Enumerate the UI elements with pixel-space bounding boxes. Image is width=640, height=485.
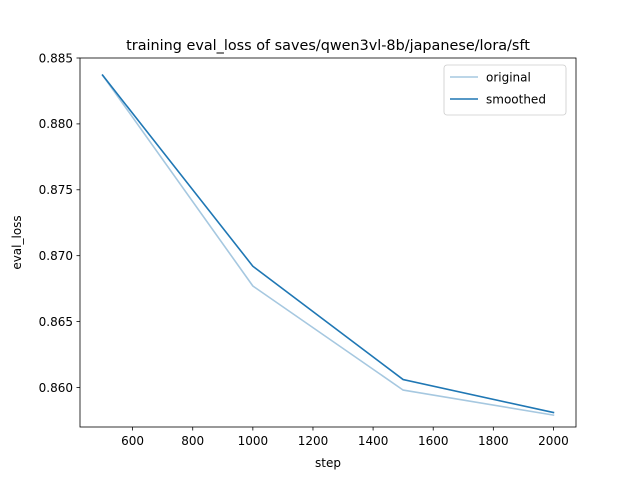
- y-tick-label: 0.880: [39, 117, 73, 131]
- x-tick-label: 1000: [238, 434, 269, 448]
- legend-label-smoothed: smoothed: [486, 92, 546, 106]
- x-tick-label: 1400: [358, 434, 389, 448]
- y-axis-label: eval_loss: [10, 215, 24, 269]
- y-tick-label: 0.885: [39, 51, 73, 65]
- series-line-smoothed: [101, 74, 555, 414]
- x-tick-label: 2000: [538, 434, 569, 448]
- x-tick-label: 1200: [298, 434, 329, 448]
- y-tick-label: 0.865: [39, 315, 73, 329]
- y-tick-label: 0.860: [39, 381, 73, 395]
- x-axis-label: step: [315, 456, 341, 470]
- series-line-original: [101, 74, 555, 417]
- x-tick-label: 1800: [478, 434, 509, 448]
- y-tick-label: 0.875: [39, 183, 73, 197]
- x-tick-label: 1600: [418, 434, 449, 448]
- y-tick-label: 0.870: [39, 249, 73, 263]
- plot-area: 600 800 1000 1200 1400 1600 1800 2000 0.860 0.865…: [39, 51, 577, 448]
- chart-title: training eval_loss of saves/qwen3vl-8b/j…: [126, 38, 530, 54]
- legend-label-original: original: [486, 70, 531, 84]
- x-tick-label: 800: [181, 434, 204, 448]
- x-tick-label: 600: [121, 434, 144, 448]
- axes-frame: [79, 57, 577, 428]
- legend: original smoothed: [443, 64, 567, 116]
